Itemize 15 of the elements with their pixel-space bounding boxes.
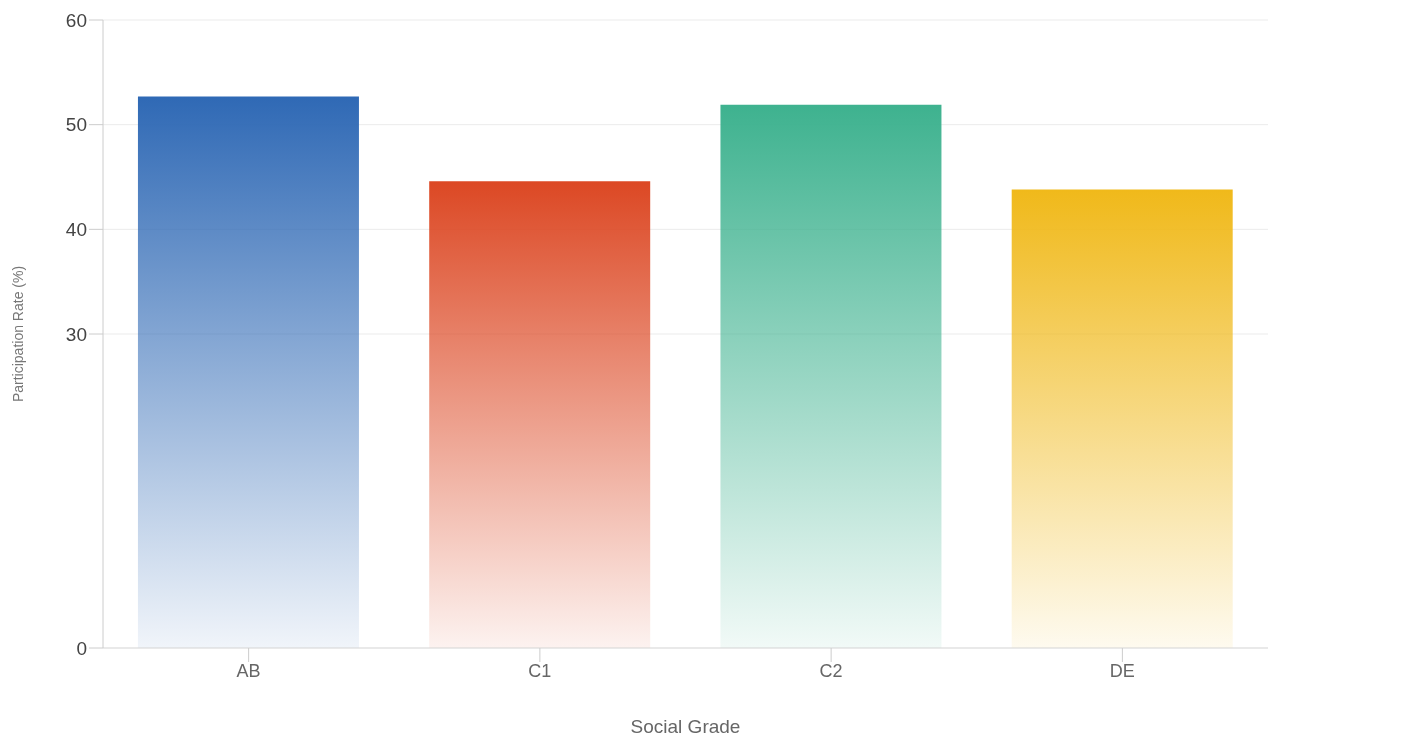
y-tick-label: 50 xyxy=(65,114,87,136)
y-tick-label: 40 xyxy=(65,219,87,241)
x-tick-label: C2 xyxy=(819,660,843,681)
y-tick-label: 0 xyxy=(76,637,87,659)
x-tick-label: AB xyxy=(236,660,261,681)
bar xyxy=(720,104,942,648)
y-axis-title: Participation Rate (%) xyxy=(9,265,26,403)
bar xyxy=(1011,189,1233,648)
x-axis-title: Social Grade xyxy=(630,716,741,737)
bar xyxy=(137,96,359,648)
y-tick-label: 30 xyxy=(65,323,87,345)
x-tick-label: C1 xyxy=(528,660,552,681)
x-tick-label: DE xyxy=(1109,660,1135,681)
y-tick-label: 60 xyxy=(65,9,87,31)
bar xyxy=(429,181,651,648)
